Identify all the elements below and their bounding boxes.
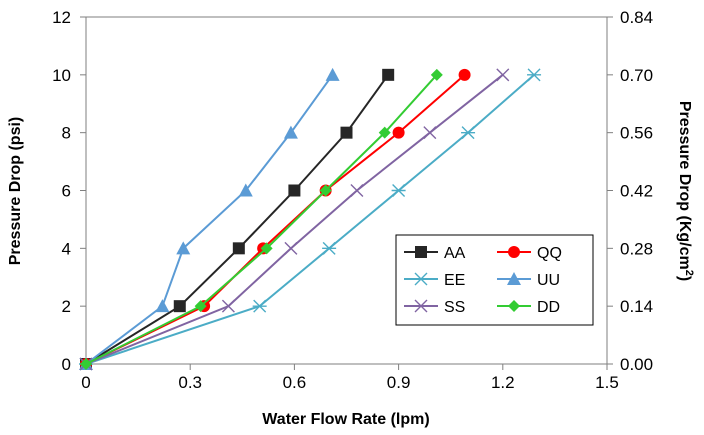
y2-axis-title-main: Pressure Drop (Kg/cm bbox=[676, 101, 693, 270]
asterisk-marker bbox=[414, 272, 428, 286]
y-tick-label: 12 bbox=[52, 8, 71, 27]
square-marker bbox=[232, 242, 245, 255]
y2-tick-label: 0.00 bbox=[620, 355, 653, 374]
diamond-marker bbox=[508, 300, 520, 312]
x-tick-label: 1.5 bbox=[595, 373, 619, 392]
series-ss bbox=[79, 68, 510, 371]
series-line bbox=[85, 74, 504, 365]
triangle-marker bbox=[238, 183, 253, 197]
series-layer bbox=[79, 67, 542, 371]
diamond-marker bbox=[80, 358, 92, 370]
x-marker bbox=[284, 241, 298, 255]
circle-marker bbox=[508, 246, 520, 258]
legend-label: AA bbox=[444, 245, 466, 262]
y2-axis-ticks: 0.00 0.14 0.28 0.42 0.56 0.70 0.84 bbox=[607, 8, 653, 374]
legend-label: QQ bbox=[537, 245, 562, 262]
y-tick-label: 0 bbox=[62, 355, 71, 374]
series-line bbox=[85, 74, 389, 365]
square-marker bbox=[382, 68, 395, 81]
legend-item-ee: EE bbox=[404, 272, 465, 289]
asterisk-marker bbox=[391, 184, 406, 197]
diamond-marker bbox=[260, 242, 273, 255]
x-tick-label: 1.2 bbox=[491, 373, 515, 392]
series-line bbox=[85, 74, 438, 365]
diamond-marker bbox=[430, 68, 443, 81]
x-tick-label: 0.6 bbox=[283, 373, 307, 392]
triangle-marker bbox=[176, 241, 191, 255]
y2-axis-title: Pressure Drop (Kg/cm2) bbox=[676, 101, 695, 281]
circle-marker bbox=[458, 68, 471, 81]
y2-tick-label: 0.70 bbox=[620, 66, 653, 85]
asterisk-marker bbox=[527, 68, 542, 82]
asterisk-marker bbox=[322, 241, 337, 255]
x-axis-title: Water Flow Rate (lpm) bbox=[262, 411, 429, 428]
square-marker bbox=[340, 126, 353, 139]
x-marker bbox=[414, 299, 428, 313]
y-tick-label: 10 bbox=[52, 66, 71, 85]
series-aa bbox=[80, 68, 395, 370]
x-marker bbox=[496, 68, 510, 82]
y-tick-label: 8 bbox=[62, 124, 71, 143]
y2-tick-label: 0.14 bbox=[620, 297, 653, 316]
series-line bbox=[85, 74, 466, 365]
triangle-marker bbox=[507, 272, 521, 285]
series-line bbox=[85, 74, 535, 365]
series-uu bbox=[79, 67, 340, 370]
diamond-marker bbox=[319, 184, 332, 197]
legend: AA QQ EE UU SS DD bbox=[395, 234, 594, 326]
y2-tick-label: 0.56 bbox=[620, 124, 653, 143]
x-marker bbox=[350, 184, 364, 197]
y2-axis-title-end: ) bbox=[676, 276, 693, 281]
triangle-marker bbox=[283, 125, 298, 139]
diamond-marker bbox=[194, 300, 207, 313]
asterisk-marker bbox=[461, 126, 476, 140]
square-marker bbox=[288, 184, 301, 197]
legend-item-dd: DD bbox=[497, 299, 560, 316]
y2-tick-label: 0.28 bbox=[620, 239, 653, 258]
legend-item-ss: SS bbox=[404, 299, 465, 316]
legend-label: SS bbox=[444, 299, 465, 316]
diamond-marker bbox=[378, 126, 391, 139]
y2-tick-label: 0.84 bbox=[620, 8, 653, 27]
legend-label: DD bbox=[537, 299, 560, 316]
legend-item-aa: AA bbox=[404, 245, 466, 262]
asterisk-marker bbox=[252, 299, 267, 313]
x-tick-label: 0 bbox=[81, 373, 90, 392]
triangle-marker bbox=[155, 299, 170, 313]
y-tick-label: 4 bbox=[62, 239, 71, 258]
x-tick-label: 0.9 bbox=[387, 373, 411, 392]
square-marker bbox=[415, 246, 427, 258]
y2-axis-title-sup: 2 bbox=[683, 270, 695, 276]
x-tick-label: 0.3 bbox=[178, 373, 202, 392]
x-marker bbox=[221, 299, 235, 313]
y-tick-label: 6 bbox=[62, 182, 71, 201]
legend-label: UU bbox=[537, 272, 560, 289]
legend-item-qq: QQ bbox=[497, 245, 562, 262]
x-marker bbox=[423, 126, 437, 140]
y-axis-title: Pressure Drop (psi) bbox=[7, 117, 24, 265]
triangle-marker bbox=[325, 67, 340, 81]
legend-label: EE bbox=[444, 272, 465, 289]
series-line bbox=[85, 74, 334, 365]
y-axis-ticks: 0 2 4 6 8 10 12 bbox=[52, 8, 86, 374]
square-marker bbox=[173, 300, 186, 313]
y2-tick-label: 0.42 bbox=[620, 182, 653, 201]
y-tick-label: 2 bbox=[62, 297, 71, 316]
x-axis-ticks: 0 0.3 0.6 0.9 1.2 1.5 bbox=[81, 364, 619, 392]
circle-marker bbox=[392, 126, 405, 139]
series-dd bbox=[80, 68, 443, 370]
legend-item-uu: UU bbox=[497, 272, 560, 289]
